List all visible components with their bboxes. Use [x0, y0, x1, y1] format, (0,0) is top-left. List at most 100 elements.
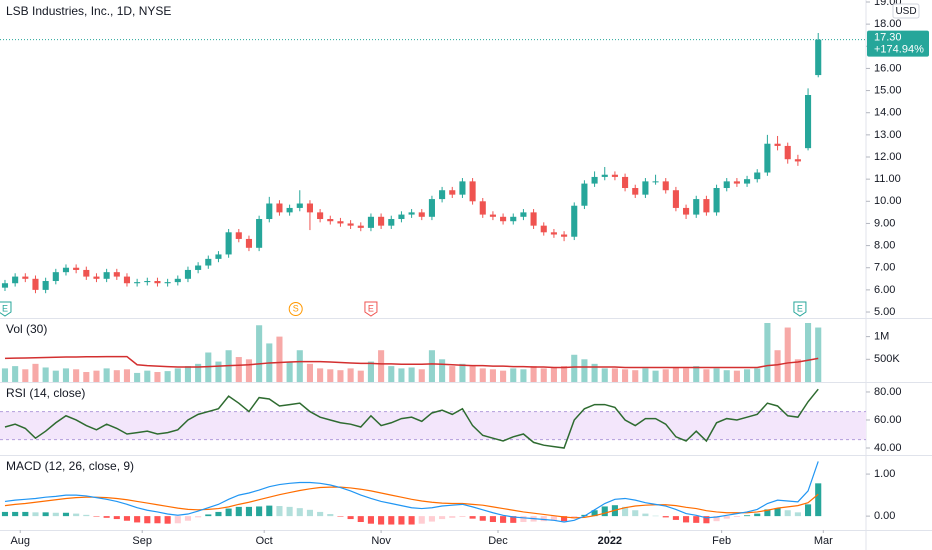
macd-histogram-bar	[662, 516, 669, 518]
candle-body	[83, 269, 90, 277]
pane-title: RSI (14, close)	[6, 386, 85, 400]
candle-body	[561, 234, 568, 237]
y-tick-label: 6.00	[874, 284, 895, 296]
volume-bar	[286, 361, 293, 382]
candle-body	[439, 190, 446, 200]
candle-body	[225, 232, 232, 255]
macd-histogram-bar	[632, 510, 639, 517]
candle-body	[459, 181, 466, 195]
volume-bar	[591, 363, 598, 382]
volume-bar	[510, 368, 517, 382]
candle-body	[266, 203, 273, 220]
candle-body	[388, 219, 395, 226]
currency[interactable]: USD	[895, 6, 916, 17]
macd-histogram-bar	[205, 514, 212, 517]
macd-histogram-bar	[22, 511, 29, 517]
macd-histogram-bar	[591, 510, 598, 517]
last-price-box	[867, 30, 929, 57]
volume-bar	[245, 359, 253, 382]
event-label: E	[797, 303, 803, 313]
event-label: E	[2, 303, 8, 313]
volume-bar	[327, 369, 334, 382]
macd-histogram-bar	[733, 516, 740, 517]
candle-body	[774, 143, 781, 146]
candle-body	[337, 221, 344, 224]
candle-body	[164, 282, 171, 284]
candle-body	[235, 232, 242, 239]
y-tick-label: 80.00	[874, 386, 902, 398]
candle-body	[703, 199, 710, 213]
macd-histogram-bar	[683, 516, 690, 523]
candle-body	[693, 199, 700, 215]
macd-histogram-bar	[195, 516, 202, 518]
candle-body	[713, 188, 720, 213]
volume-bar	[723, 370, 730, 382]
volume-bar	[123, 369, 131, 382]
candle-body	[276, 203, 283, 213]
macd-signal-line	[4, 486, 819, 519]
volume-bar	[683, 368, 690, 382]
candle-body	[62, 267, 70, 273]
macd-histogram-bar	[805, 504, 812, 517]
candle-body	[357, 225, 364, 228]
macd-histogram-bar	[93, 516, 100, 517]
candle-body	[550, 232, 557, 235]
macd-histogram-bar	[164, 516, 171, 524]
candle-body	[683, 207, 690, 215]
macd-histogram-bar	[367, 516, 374, 524]
candle-body	[144, 281, 151, 283]
macd-histogram-bar	[62, 512, 70, 517]
volume-bar	[611, 368, 618, 382]
candle-body	[103, 272, 110, 279]
rsi-band	[0, 411, 866, 440]
macd-histogram-bar	[12, 511, 19, 517]
candle-body	[733, 181, 740, 184]
macd-histogram-bar	[357, 516, 364, 523]
macd-histogram-bar	[134, 516, 141, 523]
macd-histogram-bar	[286, 506, 293, 517]
y-tick-label: 19.00	[874, 0, 902, 8]
volume-bar	[571, 354, 578, 382]
macd-histogram-bar	[215, 511, 222, 517]
macd-histogram-bar	[174, 516, 181, 524]
y-tick-label: 1.00	[874, 468, 895, 480]
event-label: E	[368, 303, 374, 313]
y-tick-label: 1M	[874, 331, 889, 343]
event-badge	[0, 301, 12, 317]
macd-histogram-bar	[235, 506, 242, 517]
macd-histogram-bar	[540, 516, 547, 522]
volume-bar	[794, 359, 801, 382]
volume-bar	[22, 369, 29, 382]
candle-body	[52, 272, 59, 282]
pane-title: MACD (12, 26, close, 9)	[6, 459, 134, 473]
candle-body	[764, 143, 771, 173]
volume-ma-line	[4, 355, 819, 369]
candle-body	[123, 276, 131, 284]
volume-bar	[459, 363, 466, 382]
candle-body	[581, 183, 588, 206]
macd-histogram-bar	[398, 516, 405, 525]
candle-body	[815, 39, 822, 76]
macd-histogram-bar	[103, 516, 110, 518]
candle-body	[12, 276, 19, 284]
volume-bar	[367, 361, 374, 382]
macd-histogram-bar	[42, 512, 49, 517]
candle-body	[571, 205, 578, 237]
macd-histogram-bar	[256, 506, 263, 517]
y-tick-label: 40.00	[874, 442, 902, 454]
candle-body	[744, 179, 751, 184]
candle-body	[317, 212, 324, 220]
macd-histogram-bar	[113, 516, 120, 520]
candle-body	[42, 281, 49, 290]
candle-body	[215, 254, 222, 259]
volume-bar	[134, 372, 141, 382]
volume-bar	[306, 363, 313, 382]
volume-bar	[622, 369, 629, 382]
macd-histogram-bar	[764, 509, 771, 517]
x-tick-label: Oct	[256, 535, 273, 547]
macd-histogram-bar	[672, 516, 679, 520]
candle-body	[174, 278, 181, 283]
macd-histogram-bar	[306, 509, 313, 517]
currency-box[interactable]	[892, 3, 920, 19]
macd-histogram-bar	[52, 512, 59, 517]
